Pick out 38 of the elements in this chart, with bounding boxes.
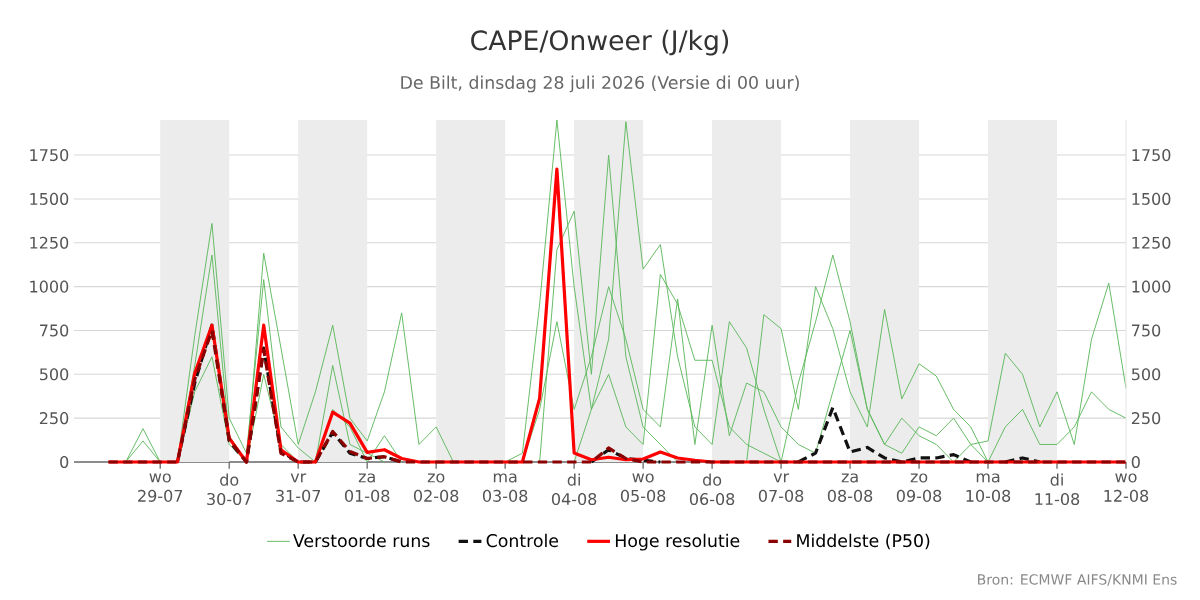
y2-tick-label: 750 <box>1132 324 1161 337</box>
x-tick-label: di 04-08 <box>551 473 597 506</box>
x-tick-label: wo 29-07 <box>138 473 183 502</box>
y-tick-label: 750 <box>40 324 69 337</box>
text: Bron: ECMWF AIFS/KNMI Ens <box>978 574 1177 586</box>
x-tick-label: za 01-08 <box>344 473 390 502</box>
x-tick-label: vr 31-07 <box>276 473 321 502</box>
y2-tick-label: 500 <box>1131 368 1161 381</box>
y2-tick-label: 1000 <box>1132 280 1171 293</box>
x-tick-label: zo 02-08 <box>413 473 459 502</box>
y-tick-label: 1000 <box>30 280 69 293</box>
y-tick-label: 250 <box>39 412 69 425</box>
y-tick-label: 0 <box>60 455 69 469</box>
y-tick-label: 1750 <box>30 149 69 162</box>
legend-label: Verstoorde runs <box>293 533 430 548</box>
y2-tick-label: 250 <box>1131 412 1161 425</box>
chart-title: CAPE/Onweer (J/kg) <box>471 29 729 56</box>
y-tick-label: 1250 <box>30 236 69 249</box>
y2-tick-label: 1750 <box>1132 149 1171 162</box>
x-tick-label: do 30-07 <box>207 473 252 506</box>
x-tick-label: za 08-08 <box>827 473 873 502</box>
chart-subtitle: De Bilt, dinsdag 28 juli 2026 (Versie di 00 uur) <box>401 75 799 93</box>
legend-label: Controle <box>486 533 559 548</box>
legend-label: Hoge resolutie <box>615 533 740 551</box>
y2-tick-label: 1500 <box>1132 192 1171 205</box>
x-tick-label: ma 10-08 <box>966 473 1011 502</box>
y2-tick-label: 1250 <box>1132 236 1171 249</box>
x-tick-label: ma 03-08 <box>482 473 528 502</box>
x-tick-label: zo 09-08 <box>896 473 942 502</box>
y2-tick-label: 0 <box>1131 455 1140 469</box>
y-tick-label: 500 <box>39 368 69 381</box>
x-tick-label: wo 05-08 <box>620 473 666 502</box>
x-tick-label: wo 12-08 <box>1104 473 1149 502</box>
x-tick-label: vr 07-08 <box>758 473 804 502</box>
legend-label: Middelste (P50) <box>797 533 930 550</box>
x-tick-label: di 11-08 <box>1035 473 1080 506</box>
x-tick-label: do 06-08 <box>689 473 735 506</box>
y-tick-label: 1500 <box>30 192 69 205</box>
